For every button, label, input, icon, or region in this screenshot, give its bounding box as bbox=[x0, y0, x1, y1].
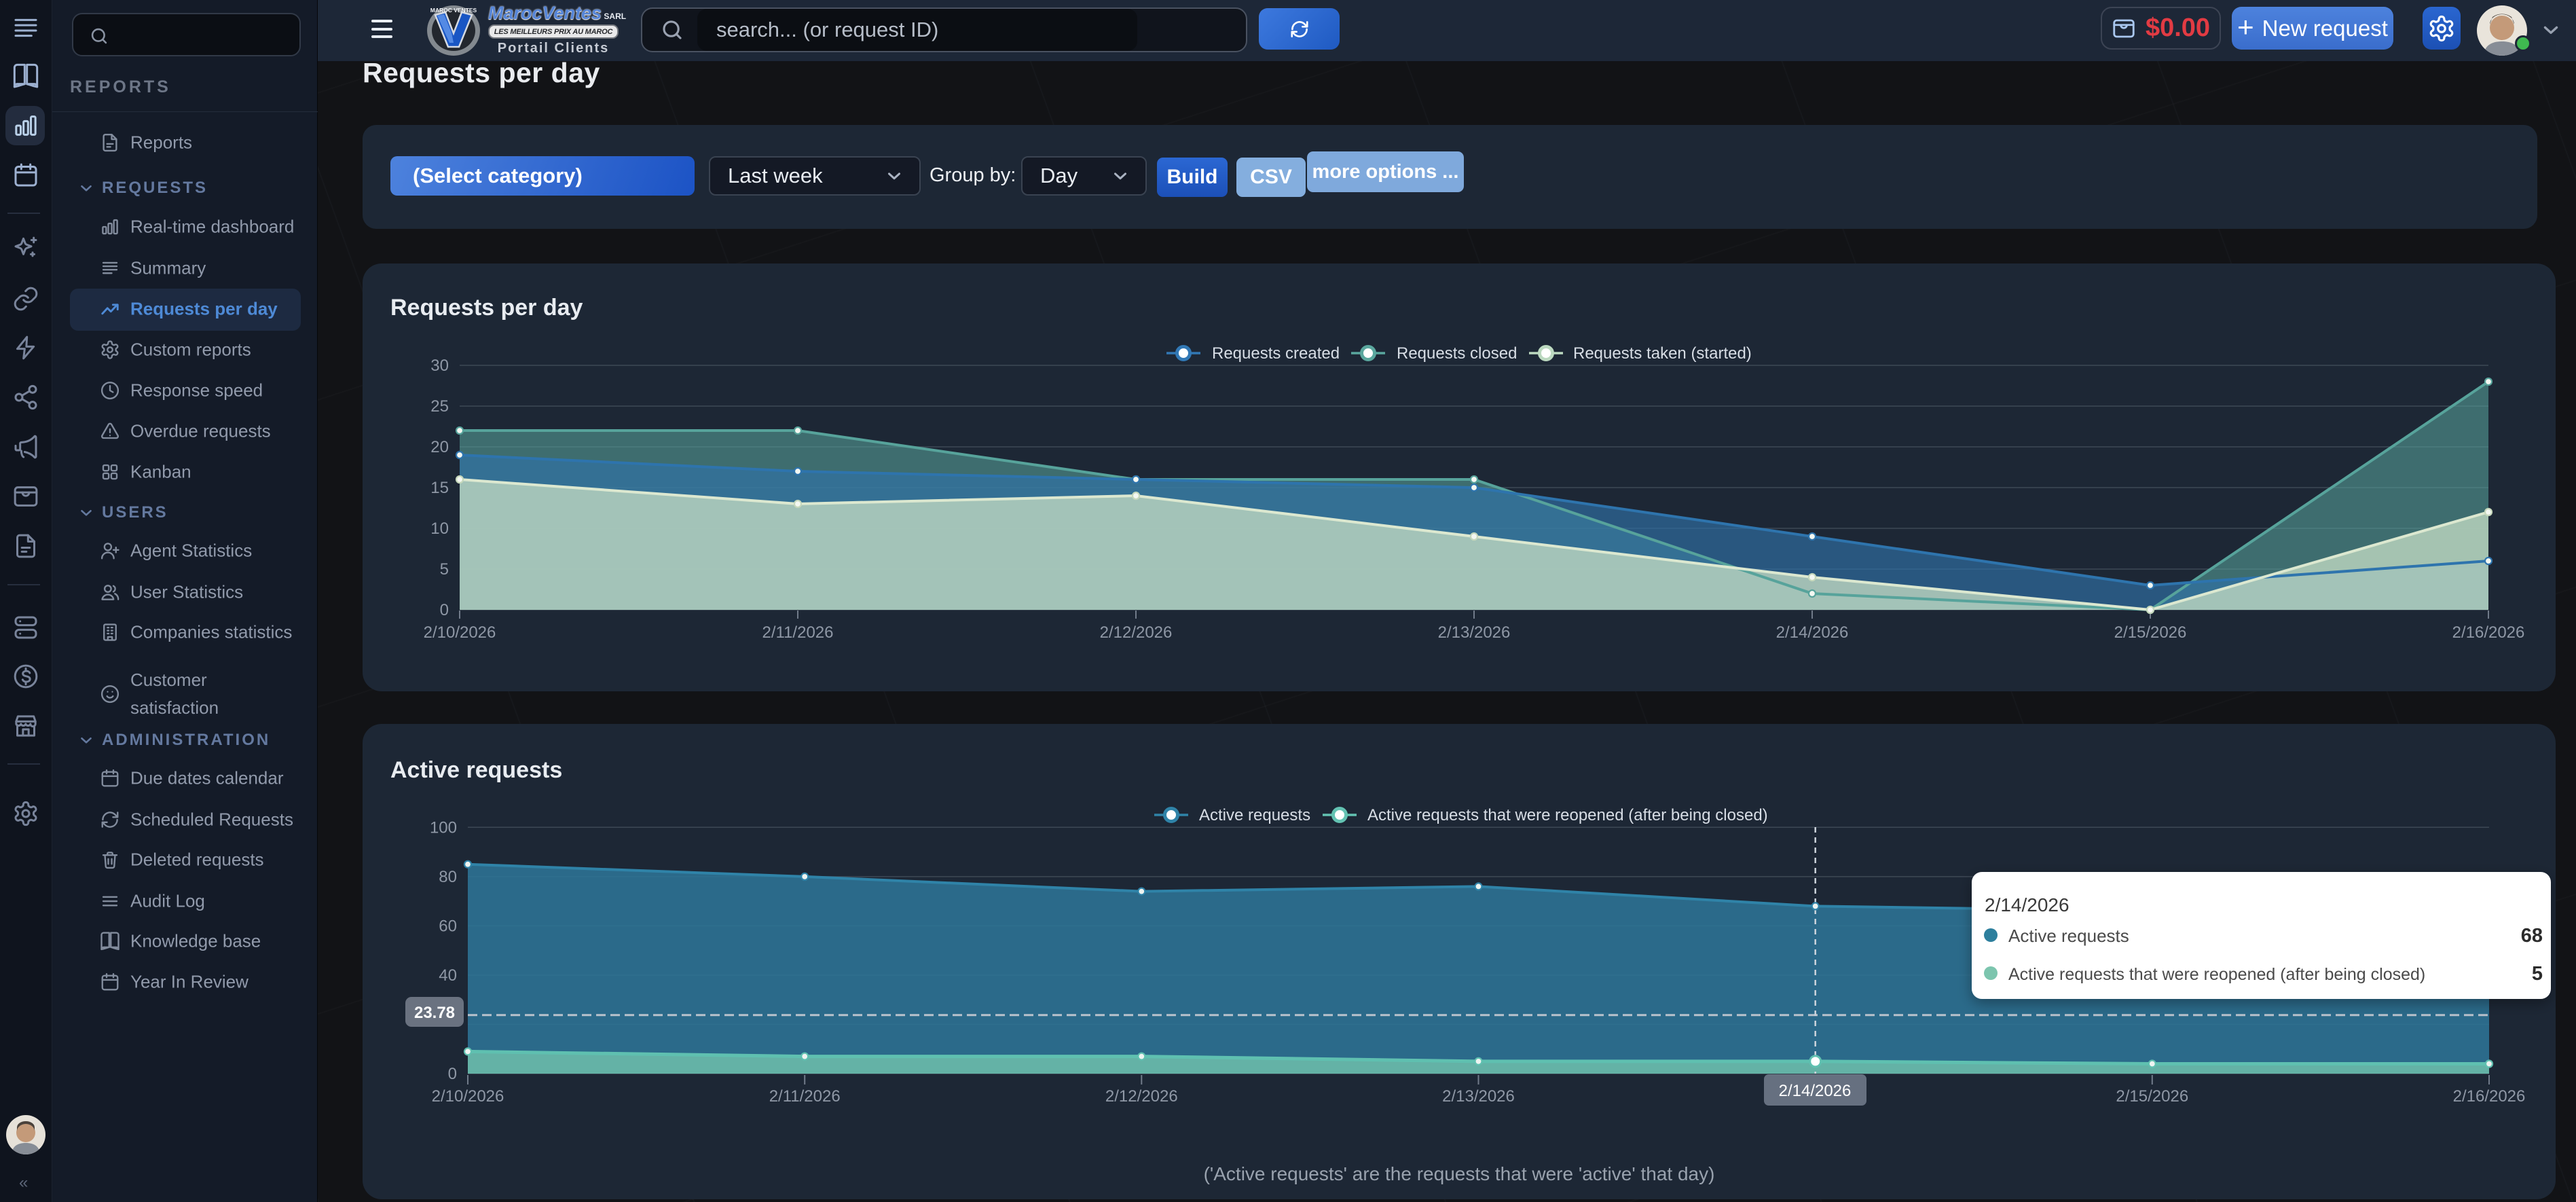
svg-text:60: 60 bbox=[439, 917, 457, 935]
svg-text:25: 25 bbox=[430, 397, 449, 416]
svg-text:15: 15 bbox=[430, 479, 449, 497]
svg-text:2/15/2026: 2/15/2026 bbox=[2114, 623, 2187, 642]
svg-text:68: 68 bbox=[2521, 925, 2543, 947]
svg-text:Active requests: Active requests bbox=[1199, 806, 1310, 824]
svg-text:5: 5 bbox=[2532, 963, 2543, 985]
svg-text:Requests closed: Requests closed bbox=[1397, 344, 1517, 363]
svg-text:40: 40 bbox=[439, 966, 457, 985]
svg-text:23.78: 23.78 bbox=[414, 1004, 455, 1022]
svg-text:100: 100 bbox=[430, 818, 457, 837]
svg-text:0: 0 bbox=[448, 1065, 457, 1083]
svg-text:Requests created: Requests created bbox=[1212, 344, 1340, 363]
svg-text:2/14/2026: 2/14/2026 bbox=[1985, 894, 2069, 915]
svg-text:2/10/2026: 2/10/2026 bbox=[424, 623, 496, 642]
svg-text:Active requests that were reop: Active requests that were reopened (afte… bbox=[2008, 965, 2425, 984]
svg-text:2/13/2026: 2/13/2026 bbox=[1442, 1087, 1515, 1106]
svg-text:Active requests: Active requests bbox=[2008, 926, 2129, 946]
svg-text:5: 5 bbox=[440, 560, 449, 579]
svg-text:2/14/2026: 2/14/2026 bbox=[1776, 623, 1849, 642]
svg-text:2/16/2026: 2/16/2026 bbox=[2452, 623, 2525, 642]
svg-text:2/11/2026: 2/11/2026 bbox=[769, 1087, 841, 1106]
svg-text:2/12/2026: 2/12/2026 bbox=[1100, 623, 1173, 642]
svg-text:2/13/2026: 2/13/2026 bbox=[1438, 623, 1511, 642]
svg-text:10: 10 bbox=[430, 520, 449, 538]
svg-text:Requests taken (started): Requests taken (started) bbox=[1573, 344, 1752, 363]
svg-text:('Active requests' are the req: ('Active requests' are the requests that… bbox=[1204, 1163, 1715, 1184]
svg-text:2/16/2026: 2/16/2026 bbox=[2453, 1087, 2526, 1106]
svg-text:Active requests that were reop: Active requests that were reopened (afte… bbox=[1367, 806, 1768, 824]
svg-text:2/12/2026: 2/12/2026 bbox=[1105, 1087, 1178, 1106]
svg-text:2/14/2026: 2/14/2026 bbox=[1779, 1082, 1852, 1100]
svg-text:30: 30 bbox=[430, 357, 449, 375]
svg-text:20: 20 bbox=[430, 438, 449, 456]
svg-text:2/10/2026: 2/10/2026 bbox=[432, 1087, 504, 1106]
svg-text:MAROC VENTES: MAROC VENTES bbox=[430, 7, 477, 14]
svg-text:0: 0 bbox=[440, 601, 449, 619]
svg-text:2/15/2026: 2/15/2026 bbox=[2116, 1087, 2188, 1106]
svg-text:2/11/2026: 2/11/2026 bbox=[762, 623, 834, 642]
svg-text:80: 80 bbox=[439, 868, 457, 886]
